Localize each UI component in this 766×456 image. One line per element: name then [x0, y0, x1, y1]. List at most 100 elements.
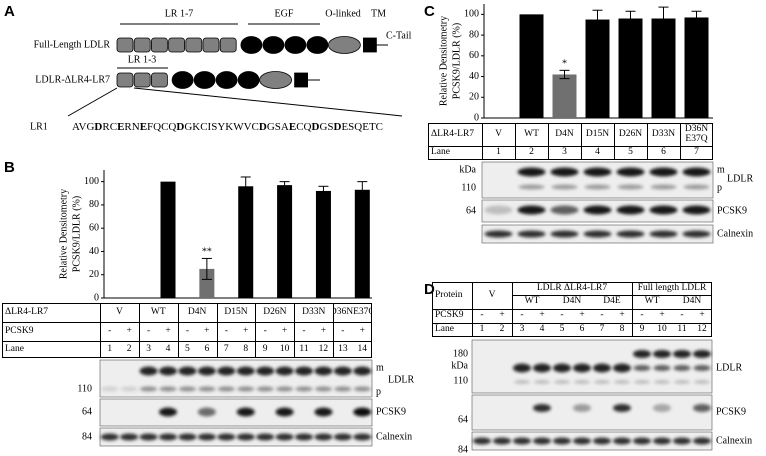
sequence-part: ESQETC	[341, 121, 383, 133]
blot-band	[236, 366, 255, 376]
blot-band	[159, 407, 178, 417]
blot-band	[613, 404, 631, 412]
group-label: D4N	[555, 128, 574, 139]
blot-band	[178, 366, 197, 376]
blot-strip	[99, 427, 373, 447]
blot-band	[353, 386, 371, 392]
y-tick-label: 80	[89, 199, 99, 210]
blot-band	[120, 433, 139, 441]
domain-label: LR 1-7	[165, 8, 194, 19]
blot-band	[693, 404, 711, 412]
blot-band	[553, 437, 571, 445]
table-rule	[2, 341, 373, 342]
y-tick-label: 0	[94, 292, 99, 303]
table-rule	[647, 123, 648, 160]
blot-band	[633, 365, 651, 371]
domain-oval	[262, 36, 285, 54]
blot-band	[140, 386, 158, 392]
blot-band	[573, 404, 591, 412]
blot-band	[573, 363, 591, 373]
sequence-part: GS	[319, 121, 333, 133]
lane-number: 7	[694, 147, 699, 158]
pcsk9-state: +	[699, 310, 705, 321]
blot-band	[534, 380, 550, 384]
lane-number: 9	[262, 343, 268, 354]
y-tick-label: 100	[84, 176, 99, 187]
blot-band	[295, 386, 313, 392]
blot-band	[159, 433, 178, 441]
table-frame	[428, 123, 713, 160]
mw-unit: kDa	[451, 360, 468, 371]
blot-band	[217, 386, 235, 392]
lane-number: 5	[628, 147, 633, 158]
blot-label: Calnexin	[717, 228, 753, 239]
domain-oval	[193, 71, 216, 89]
pcsk9-state: +	[359, 325, 365, 336]
table-rule	[2, 322, 373, 323]
blot-band	[178, 433, 197, 441]
blot-band	[197, 366, 216, 376]
blot-band	[593, 363, 611, 373]
table-rule	[482, 123, 483, 160]
table-rule	[138, 303, 140, 358]
blot-band	[550, 230, 579, 238]
blot-band	[533, 363, 551, 373]
lane-number: 12	[697, 324, 707, 335]
group-label: V	[488, 289, 496, 300]
group-label: D15N	[585, 128, 610, 139]
row-header: PCSK9	[435, 310, 464, 321]
blot-band	[616, 205, 645, 215]
lane-number: 2	[529, 147, 534, 158]
blot-band	[100, 433, 119, 441]
row-header: Lane	[431, 147, 450, 158]
y-tick-label: 60	[469, 50, 479, 61]
blot-band	[650, 184, 677, 190]
y-tick-label: 100	[464, 9, 479, 20]
domain-label: TM	[371, 8, 386, 19]
blot-band	[550, 167, 579, 177]
blot-band	[553, 363, 571, 373]
lane-number: 5	[559, 324, 565, 335]
blot-band	[634, 380, 650, 384]
blot-band	[517, 167, 546, 177]
domain-label: C-Tail	[386, 30, 412, 41]
blot-band	[683, 184, 710, 190]
domain-box	[133, 37, 151, 53]
lane-number: 3	[562, 147, 567, 158]
blot-label: LDLR	[716, 362, 742, 373]
pcsk9-state: +	[126, 325, 132, 336]
lane-number: 1	[107, 343, 113, 354]
blot-band	[594, 380, 610, 384]
lane-number: 2	[499, 324, 505, 335]
blot-band	[682, 230, 711, 238]
table-rule	[177, 303, 179, 358]
blot-band	[314, 407, 333, 417]
table-rule	[472, 282, 473, 337]
pcsk9-state: +	[281, 325, 288, 336]
y-axis-label: PCSK9/LDLR (%)	[451, 23, 462, 99]
zoom-line	[133, 87, 403, 117]
blot-band	[513, 363, 531, 373]
domain-label: EGF	[275, 8, 294, 19]
blot-band	[295, 366, 314, 376]
blot-band	[593, 437, 611, 445]
blot-band	[551, 184, 578, 190]
group-label: D36N E37Q	[684, 123, 709, 144]
blot-band	[584, 184, 611, 190]
group-label: LDLR ΔLR4-LR7	[536, 282, 608, 293]
blot-band	[197, 433, 216, 441]
pcsk9-state: +	[579, 310, 585, 321]
y-tick-label: 60	[89, 222, 99, 233]
group-label: WT	[150, 306, 166, 317]
domain-label: O-linked	[325, 8, 361, 19]
table-rule	[512, 295, 712, 296]
blot-band	[682, 205, 711, 215]
blot-band	[550, 205, 579, 215]
domain-oval	[237, 71, 260, 89]
pcsk9-state: -	[146, 325, 151, 336]
blot-band	[653, 350, 671, 358]
lane-number: 1	[479, 324, 485, 335]
blot-label: PCSK9	[376, 406, 406, 417]
sequence-part: E	[117, 121, 124, 133]
blot-band	[633, 350, 651, 358]
